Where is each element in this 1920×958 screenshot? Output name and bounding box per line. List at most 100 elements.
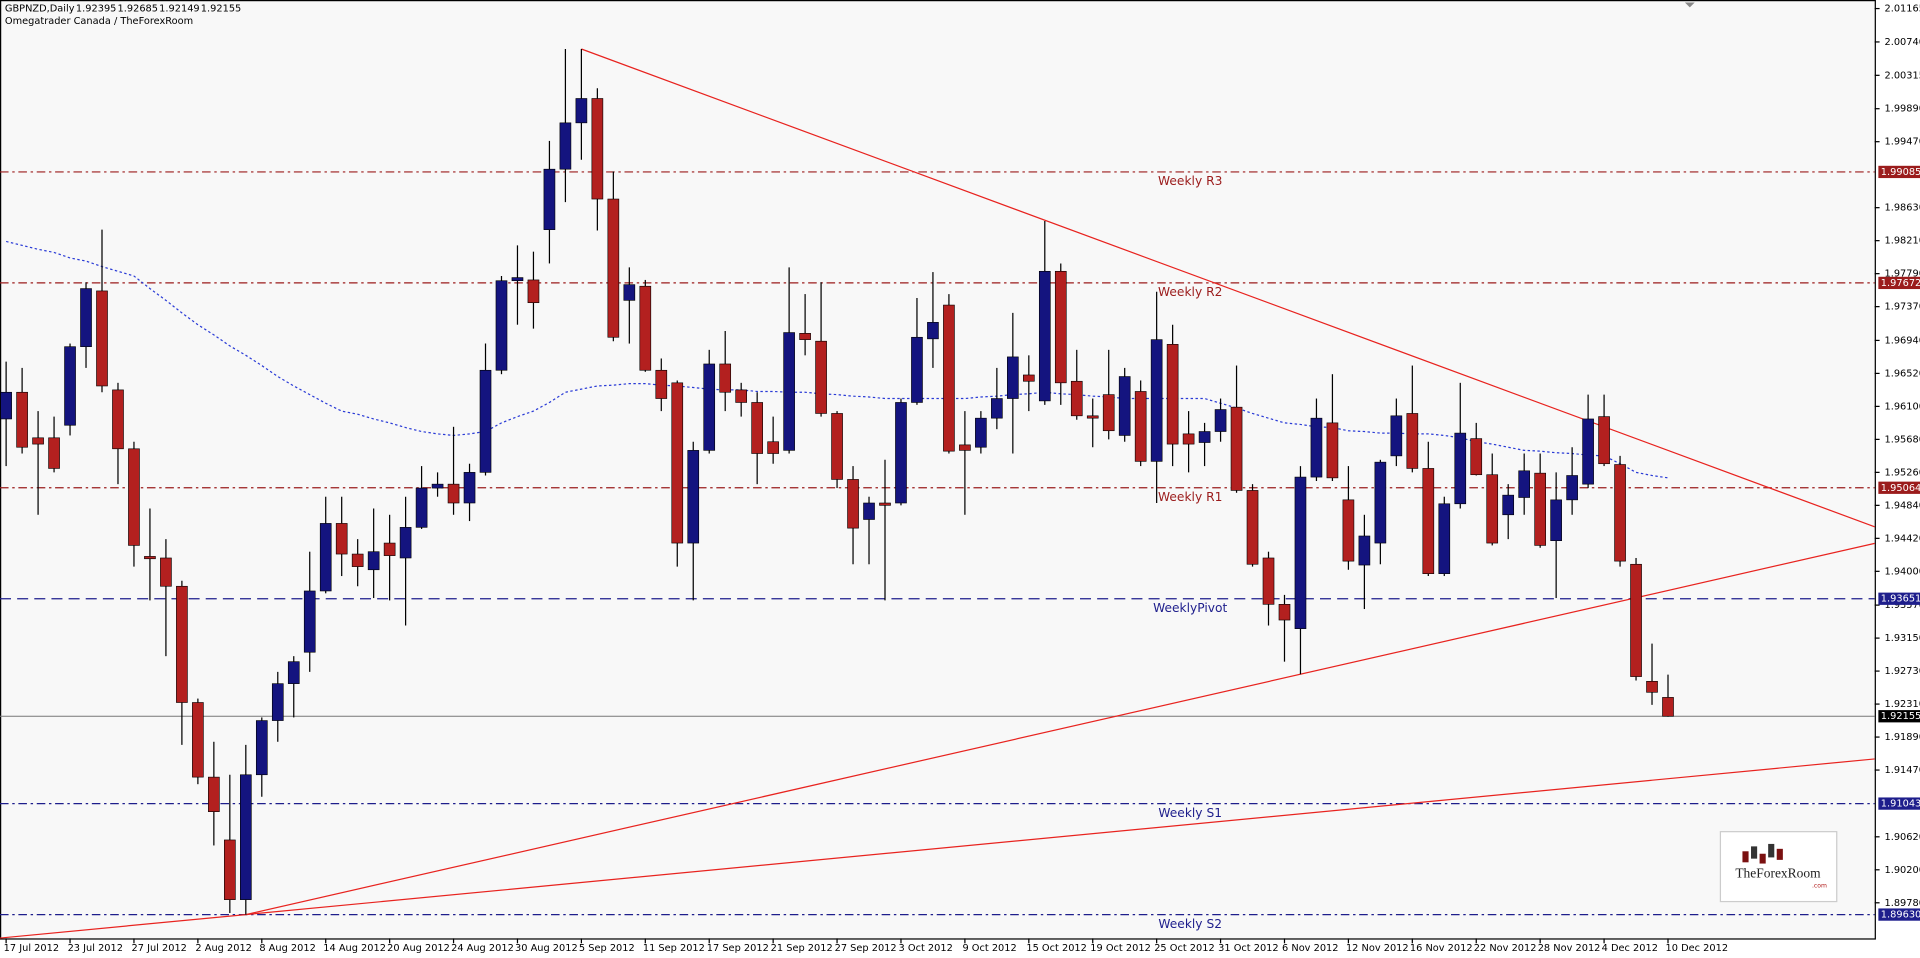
level-label: Weekly S2 (1158, 917, 1222, 931)
candle-body (671, 382, 684, 544)
x-tick-label: 16 Nov 2012 (1410, 943, 1473, 954)
candle-body (687, 450, 700, 544)
header-open: 1.92395 (76, 4, 116, 15)
y-tick-label: 1.98630 (1884, 203, 1920, 214)
price-box (1878, 908, 1920, 921)
x-tick-label: 12 Nov 2012 (1346, 943, 1409, 954)
y-tick-label: 1.91890 (1884, 732, 1920, 743)
y-tick-label: 1.90200 (1884, 865, 1920, 876)
candle-body (1326, 422, 1339, 479)
y-tick-label: 1.99470 (1884, 137, 1920, 148)
candle-body (64, 346, 76, 426)
candle-body (383, 542, 396, 556)
candle-body (767, 441, 779, 454)
candle-body (1358, 535, 1371, 566)
candle-body (1246, 490, 1259, 565)
candle-body (319, 523, 332, 592)
x-tick-label: 17 Jul 2012 (4, 943, 59, 954)
price-box-label: 1.95064 (1881, 483, 1920, 494)
x-tick-label: 10 Dec 2012 (1666, 943, 1729, 954)
logo-icon (1768, 843, 1775, 858)
candle-body (240, 774, 252, 900)
candle-body (591, 98, 604, 200)
candle-body (0, 391, 12, 420)
shift-marker (1684, 2, 1695, 8)
logo-icon (1759, 853, 1766, 864)
candle-body (255, 720, 268, 776)
chart-subtitle: Omegatrader Canada / TheForexRoom (5, 16, 193, 27)
candle-body (1614, 464, 1626, 562)
level-label: WeeklyPivot (1153, 601, 1227, 615)
price-box (1878, 481, 1920, 494)
candle-body (192, 702, 204, 778)
candle-body (479, 369, 492, 473)
x-tick-label: 6 Nov 2012 (1282, 943, 1338, 954)
candle-body (991, 398, 1003, 419)
x-tick-label: 11 Sep 2012 (643, 943, 705, 954)
candle-body (48, 437, 60, 469)
candle-body (367, 551, 380, 571)
candle-body (1518, 470, 1530, 498)
trendline (581, 48, 1875, 528)
candle-body (1598, 416, 1610, 465)
candle-body (1374, 461, 1387, 544)
candle-body (751, 402, 763, 454)
candle-body (719, 363, 732, 393)
candle-body (975, 417, 987, 448)
candle-body (1134, 391, 1147, 462)
x-tick-label: 3 Oct 2012 (899, 943, 953, 954)
price-box-label: 1.92155 (1881, 711, 1920, 722)
candle-body (1102, 394, 1115, 432)
y-tick-label: 1.93570 (1884, 600, 1920, 611)
candle-body (911, 336, 923, 403)
candle-body (431, 483, 444, 489)
candle-body (1230, 406, 1243, 491)
x-tick-label: 25 Oct 2012 (1154, 943, 1215, 954)
candle-body (1054, 270, 1067, 384)
x-tick-label: 5 Sep 2012 (579, 943, 635, 954)
candle-body (783, 332, 795, 451)
level-label: Weekly R2 (1158, 285, 1222, 299)
y-tick-label: 1.95260 (1884, 467, 1920, 478)
candle-body (287, 661, 300, 684)
candle-body (271, 683, 284, 721)
candle-body (1662, 697, 1674, 717)
candle-body (112, 389, 124, 450)
candle-body (463, 472, 476, 504)
y-tick-label: 2.01165 (1884, 4, 1920, 15)
x-tick-label: 4 Dec 2012 (1602, 943, 1658, 954)
y-tick-label: 1.97370 (1884, 302, 1920, 313)
x-tick-label: 23 Jul 2012 (68, 943, 123, 954)
candle-body (655, 369, 668, 399)
y-tick-label: 1.96520 (1884, 368, 1920, 379)
y-tick-label: 1.99890 (1884, 104, 1920, 115)
price-box (1878, 797, 1920, 810)
candle-body (128, 448, 140, 546)
candle-body (351, 553, 364, 567)
y-tick-label: 1.89780 (1884, 898, 1920, 909)
candle-body (1007, 356, 1019, 399)
candle-body (703, 363, 716, 451)
x-tick-label: 8 Aug 2012 (259, 943, 315, 954)
level-label: Weekly R3 (1158, 174, 1222, 188)
header-close: 1.92155 (201, 4, 241, 15)
candle-body (1086, 415, 1099, 419)
candle-body (639, 285, 652, 371)
candle-body (1198, 431, 1211, 443)
y-tick-label: 1.98210 (1884, 236, 1920, 247)
candle-body (1550, 499, 1562, 542)
candle-body (1566, 475, 1578, 501)
logo: TheForexRoom .com (1719, 831, 1838, 903)
candle-body (575, 98, 588, 124)
candle-body (895, 402, 907, 504)
candle-body (1166, 344, 1179, 445)
y-tick-label: 1.94000 (1884, 566, 1920, 577)
candle-body (447, 483, 460, 504)
candle-body (1214, 409, 1227, 432)
candle-body (959, 444, 971, 451)
candle-body (415, 487, 428, 528)
candle-body (1502, 494, 1515, 516)
candle-body (527, 279, 540, 304)
